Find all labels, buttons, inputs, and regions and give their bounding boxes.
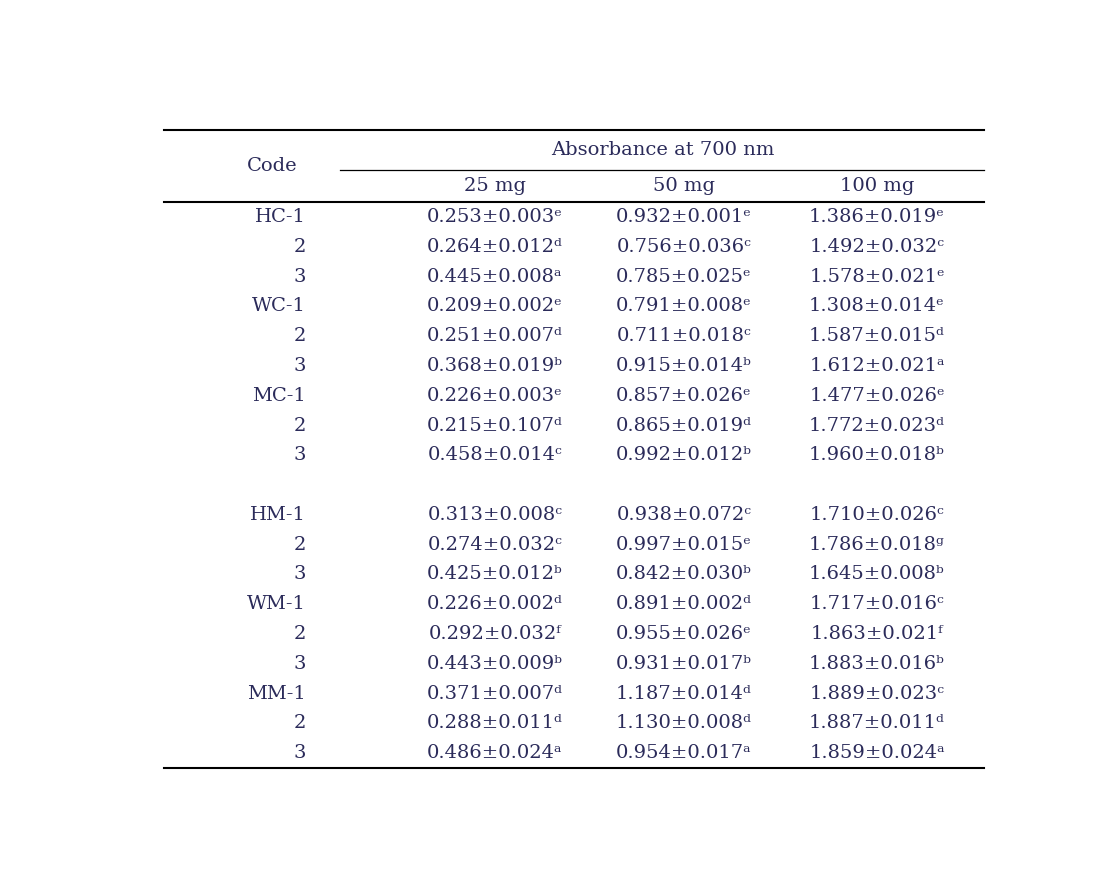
- Text: MC-1: MC-1: [253, 387, 306, 405]
- Text: 1.717±0.016ᶜ: 1.717±0.016ᶜ: [810, 595, 944, 613]
- Text: 0.253±0.003ᵉ: 0.253±0.003ᵉ: [427, 208, 563, 226]
- Text: 2: 2: [294, 625, 306, 643]
- Text: 0.865±0.019ᵈ: 0.865±0.019ᵈ: [616, 416, 751, 435]
- Text: 3: 3: [294, 654, 306, 673]
- Text: 1.859±0.024ᵃ: 1.859±0.024ᵃ: [809, 744, 945, 762]
- Text: 2: 2: [294, 416, 306, 435]
- Text: Absorbance at 700 nm: Absorbance at 700 nm: [551, 141, 774, 159]
- Text: 0.458±0.014ᶜ: 0.458±0.014ᶜ: [428, 446, 562, 464]
- Text: 0.371±0.007ᵈ: 0.371±0.007ᵈ: [427, 684, 563, 703]
- Text: 1.308±0.014ᵉ: 1.308±0.014ᵉ: [809, 297, 945, 316]
- Text: WM-1: WM-1: [247, 595, 306, 613]
- Text: 0.756±0.036ᶜ: 0.756±0.036ᶜ: [616, 238, 751, 256]
- Text: 1.887±0.011ᵈ: 1.887±0.011ᵈ: [809, 714, 945, 732]
- Text: 0.891±0.002ᵈ: 0.891±0.002ᵈ: [616, 595, 751, 613]
- Text: WC-1: WC-1: [253, 297, 306, 316]
- Text: 0.997±0.015ᵉ: 0.997±0.015ᵉ: [616, 535, 751, 554]
- Text: 0.292±0.032ᶠ: 0.292±0.032ᶠ: [429, 625, 561, 643]
- Text: 0.486±0.024ᵃ: 0.486±0.024ᵃ: [427, 744, 563, 762]
- Text: 2: 2: [294, 327, 306, 345]
- Text: 0.711±0.018ᶜ: 0.711±0.018ᶜ: [616, 327, 751, 345]
- Text: 1.477±0.026ᵉ: 1.477±0.026ᵉ: [809, 387, 945, 405]
- Text: 1.645±0.008ᵇ: 1.645±0.008ᵇ: [809, 565, 945, 584]
- Text: 1.786±0.018ᵍ: 1.786±0.018ᵍ: [809, 535, 945, 554]
- Text: 0.215±0.107ᵈ: 0.215±0.107ᵈ: [427, 416, 563, 435]
- Text: 0.251±0.007ᵈ: 0.251±0.007ᵈ: [427, 327, 563, 345]
- Text: 1.889±0.023ᶜ: 1.889±0.023ᶜ: [810, 684, 944, 703]
- Text: 3: 3: [294, 565, 306, 584]
- Text: 1.772±0.023ᵈ: 1.772±0.023ᵈ: [809, 416, 945, 435]
- Text: Code: Code: [247, 157, 297, 175]
- Text: 0.955±0.026ᵉ: 0.955±0.026ᵉ: [616, 625, 751, 643]
- Text: 0.425±0.012ᵇ: 0.425±0.012ᵇ: [427, 565, 563, 584]
- Text: 1.883±0.016ᵇ: 1.883±0.016ᵇ: [809, 654, 945, 673]
- Text: 3: 3: [294, 357, 306, 375]
- Text: MM-1: MM-1: [247, 684, 306, 703]
- Text: 0.931±0.017ᵇ: 0.931±0.017ᵇ: [616, 654, 751, 673]
- Text: 1.578±0.021ᵉ: 1.578±0.021ᵉ: [809, 268, 945, 286]
- Text: 1.187±0.014ᵈ: 1.187±0.014ᵈ: [616, 684, 751, 703]
- Text: 1.587±0.015ᵈ: 1.587±0.015ᵈ: [809, 327, 945, 345]
- Text: HC-1: HC-1: [255, 208, 306, 226]
- Text: 3: 3: [294, 446, 306, 464]
- Text: 1.130±0.008ᵈ: 1.130±0.008ᵈ: [616, 714, 751, 732]
- Text: HM-1: HM-1: [250, 506, 306, 524]
- Text: 1.612±0.021ᵃ: 1.612±0.021ᵃ: [809, 357, 945, 375]
- Text: 0.274±0.032ᶜ: 0.274±0.032ᶜ: [428, 535, 562, 554]
- Text: 1.710±0.026ᶜ: 1.710±0.026ᶜ: [810, 506, 944, 524]
- Text: 0.785±0.025ᵉ: 0.785±0.025ᵉ: [616, 268, 751, 286]
- Text: 0.791±0.008ᵉ: 0.791±0.008ᵉ: [616, 297, 751, 316]
- Text: 0.288±0.011ᵈ: 0.288±0.011ᵈ: [427, 714, 563, 732]
- Text: 0.932±0.001ᵉ: 0.932±0.001ᵉ: [616, 208, 751, 226]
- Text: 0.445±0.008ᵃ: 0.445±0.008ᵃ: [427, 268, 563, 286]
- Text: 0.857±0.026ᵉ: 0.857±0.026ᵉ: [616, 387, 751, 405]
- Text: 0.938±0.072ᶜ: 0.938±0.072ᶜ: [616, 506, 751, 524]
- Text: 0.368±0.019ᵇ: 0.368±0.019ᵇ: [427, 357, 563, 375]
- Text: 0.226±0.003ᵉ: 0.226±0.003ᵉ: [427, 387, 563, 405]
- Text: 0.992±0.012ᵇ: 0.992±0.012ᵇ: [616, 446, 751, 464]
- Text: 0.915±0.014ᵇ: 0.915±0.014ᵇ: [616, 357, 751, 375]
- Text: 2: 2: [294, 535, 306, 554]
- Text: 3: 3: [294, 268, 306, 286]
- Text: 0.954±0.017ᵃ: 0.954±0.017ᵃ: [616, 744, 751, 762]
- Text: 2: 2: [294, 714, 306, 732]
- Text: 0.313±0.008ᶜ: 0.313±0.008ᶜ: [428, 506, 563, 524]
- Text: 0.264±0.012ᵈ: 0.264±0.012ᵈ: [427, 238, 563, 256]
- Text: 0.209±0.002ᵉ: 0.209±0.002ᵉ: [427, 297, 563, 316]
- Text: 1.863±0.021ᶠ: 1.863±0.021ᶠ: [811, 625, 943, 643]
- Text: 0.443±0.009ᵇ: 0.443±0.009ᵇ: [427, 654, 563, 673]
- Text: 0.226±0.002ᵈ: 0.226±0.002ᵈ: [427, 595, 563, 613]
- Text: 0.842±0.030ᵇ: 0.842±0.030ᵇ: [616, 565, 751, 584]
- Text: 50 mg: 50 mg: [653, 177, 715, 195]
- Text: 1.386±0.019ᵉ: 1.386±0.019ᵉ: [809, 208, 945, 226]
- Text: 3: 3: [294, 744, 306, 762]
- Text: 1.492±0.032ᶜ: 1.492±0.032ᶜ: [810, 238, 944, 256]
- Text: 1.960±0.018ᵇ: 1.960±0.018ᵇ: [809, 446, 945, 464]
- Text: 2: 2: [294, 238, 306, 256]
- Text: 100 mg: 100 mg: [840, 177, 914, 195]
- Text: 25 mg: 25 mg: [464, 177, 526, 195]
